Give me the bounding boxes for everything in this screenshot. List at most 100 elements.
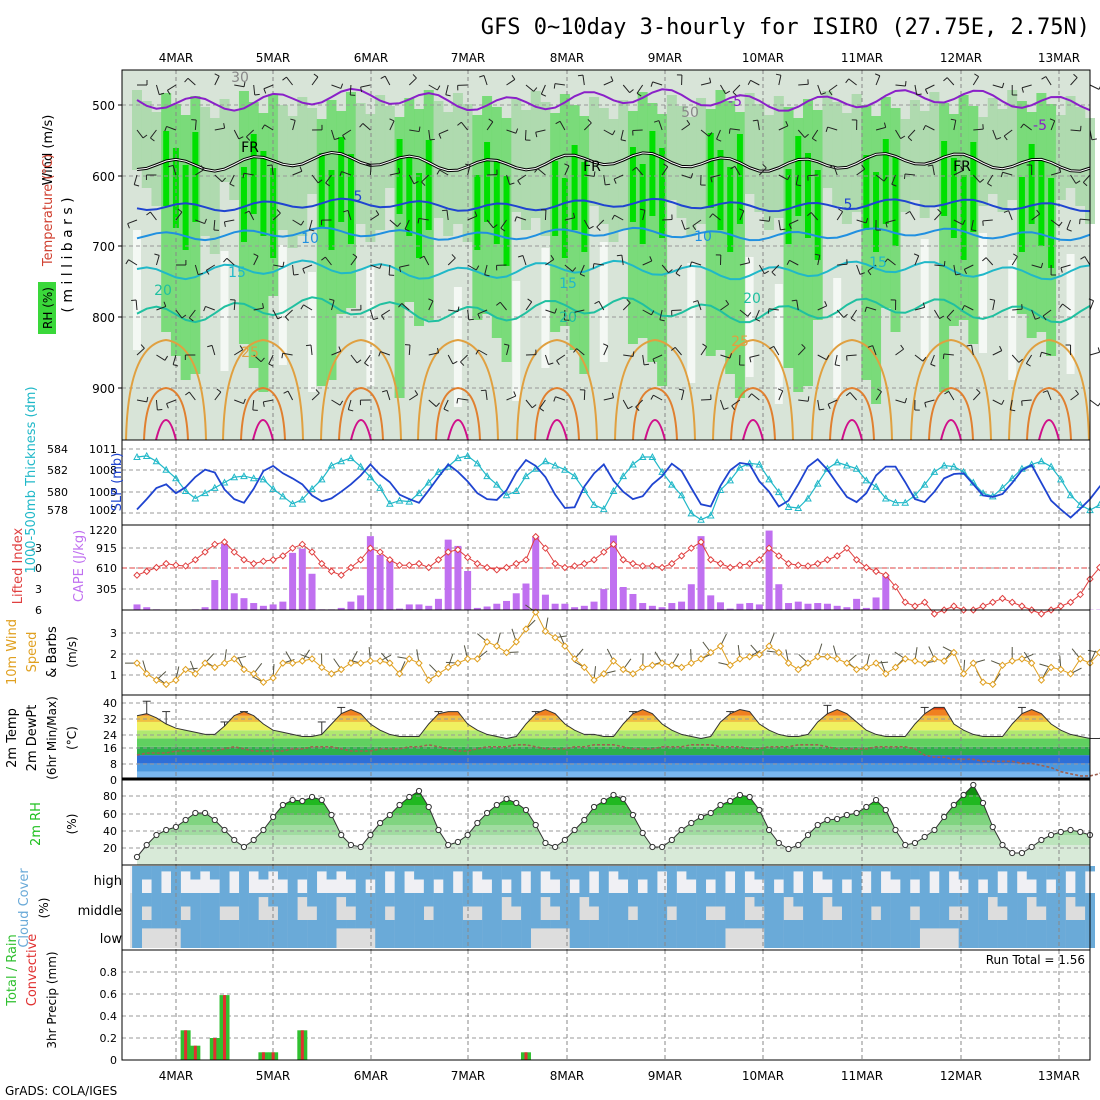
wind-barb xyxy=(486,219,494,229)
wind-barb-flag xyxy=(801,343,806,349)
temp-contour-30 xyxy=(534,386,580,441)
wind-barb xyxy=(576,348,585,356)
cape-bar xyxy=(571,607,579,610)
wind-barb xyxy=(272,212,281,221)
wind-barb xyxy=(749,354,760,358)
rh2m-line-marker xyxy=(678,826,685,834)
lifted-index-line-marker xyxy=(162,559,170,568)
cloud-cover-cell xyxy=(793,920,804,948)
wind-barb xyxy=(195,219,205,225)
cloud-cover-cell xyxy=(472,920,483,948)
cape-bar xyxy=(629,593,637,610)
wind-barb-flag xyxy=(883,176,888,182)
temperature-axis-label: Temperature (°C) xyxy=(41,154,56,267)
wind-barb xyxy=(1012,308,1023,311)
rh2m-line-marker xyxy=(590,803,598,811)
temp-contour-35 xyxy=(742,419,764,441)
wind10m-line-marker xyxy=(794,665,802,674)
cloud-cover-cell xyxy=(793,866,804,872)
rh-core xyxy=(416,173,423,258)
thickness-line-marker xyxy=(648,452,657,460)
cloud-cover-cell xyxy=(229,920,240,948)
wind-barb xyxy=(428,129,431,140)
wind-barb-flag xyxy=(612,130,616,136)
cloud-cover-cell xyxy=(608,920,619,948)
wind-barb-flag xyxy=(924,402,927,408)
slp-tick-label: 1005 xyxy=(89,486,117,499)
cloud-cover-cell xyxy=(987,893,998,898)
cloud-cover-cell xyxy=(287,893,298,920)
rh-column xyxy=(705,109,716,356)
cloud-cover-cell xyxy=(287,866,298,893)
cloud-cover-cell xyxy=(968,893,979,920)
wind-barb xyxy=(846,354,857,357)
credit-label: GrADS: COLA/IGES xyxy=(5,1084,117,1098)
thickness-line-marker xyxy=(259,475,268,483)
wind-barb xyxy=(875,174,885,182)
cloud-cover-cell xyxy=(822,920,833,948)
cloud-label: Cloud Cover xyxy=(17,868,32,948)
wind-barb xyxy=(636,84,644,94)
rh-tick-label: 20 xyxy=(103,842,117,855)
wind-barb-flag xyxy=(814,253,820,256)
wind-barb xyxy=(205,305,215,311)
wind-barb xyxy=(292,264,295,275)
thickness-line-marker xyxy=(619,472,628,480)
cloud-cover-cell xyxy=(647,866,658,893)
rh-band xyxy=(137,835,1090,845)
thickness-line-marker xyxy=(862,476,871,484)
wind-barb xyxy=(156,354,166,361)
wind-barb xyxy=(1025,354,1033,364)
wind-barb-flag xyxy=(603,343,609,347)
wind-barb xyxy=(953,120,957,131)
cape-bar xyxy=(503,600,511,610)
wind-barb-flag xyxy=(989,298,995,301)
rh-column xyxy=(1075,107,1086,206)
wind-barb xyxy=(895,348,904,356)
lifted-index-line-marker xyxy=(366,544,375,552)
wind-barb xyxy=(691,261,702,266)
cloud-cover-cell xyxy=(277,920,288,948)
wind-barb xyxy=(253,255,259,266)
cloud-cover-cell xyxy=(258,893,269,898)
wind-barb xyxy=(506,345,510,356)
wind-barb xyxy=(681,174,692,179)
thickness-line-marker xyxy=(249,474,258,482)
wind-barb xyxy=(579,264,585,275)
cape-bar xyxy=(678,601,686,610)
wind-barb xyxy=(211,345,216,356)
wind-barb xyxy=(891,174,896,185)
cloud-cover-cell xyxy=(453,893,463,920)
wind-barb xyxy=(992,399,1002,405)
cloud-cover-cell xyxy=(978,893,989,920)
wind-barb xyxy=(674,347,682,356)
wind10m-line-marker xyxy=(658,659,666,667)
wind-barb xyxy=(525,84,534,92)
wind-barb xyxy=(194,264,199,275)
wind-barb-flag xyxy=(460,361,465,366)
cloud-cover-cell xyxy=(783,866,794,893)
cloud-cover-cell xyxy=(628,893,638,907)
slp-line xyxy=(136,457,1100,519)
wind-barb-flag xyxy=(632,351,635,357)
wind-barb-flag xyxy=(771,271,776,277)
wind10m-line-marker xyxy=(211,663,219,672)
rh-core xyxy=(260,151,267,236)
wind-barb xyxy=(953,264,957,275)
temp-contour-25 xyxy=(712,338,794,441)
rh-column xyxy=(297,97,308,236)
thickness-line-marker xyxy=(920,480,929,488)
wind-barb xyxy=(827,399,838,405)
wind-barb-flag xyxy=(468,318,474,321)
thickness-line-marker xyxy=(872,482,880,490)
temp-contour-35 xyxy=(447,419,469,441)
rh-core xyxy=(425,140,432,230)
cape-bar xyxy=(386,559,394,610)
wind10m-label-2: Speed xyxy=(25,632,40,673)
thickness-line-marker xyxy=(191,494,200,502)
rh2m-line-marker xyxy=(454,838,462,846)
cloud-cover-cell xyxy=(423,866,434,893)
lifted-index-line-marker xyxy=(152,563,161,572)
wind-barb-flag xyxy=(900,135,906,140)
rh2m-line-marker xyxy=(396,801,403,809)
